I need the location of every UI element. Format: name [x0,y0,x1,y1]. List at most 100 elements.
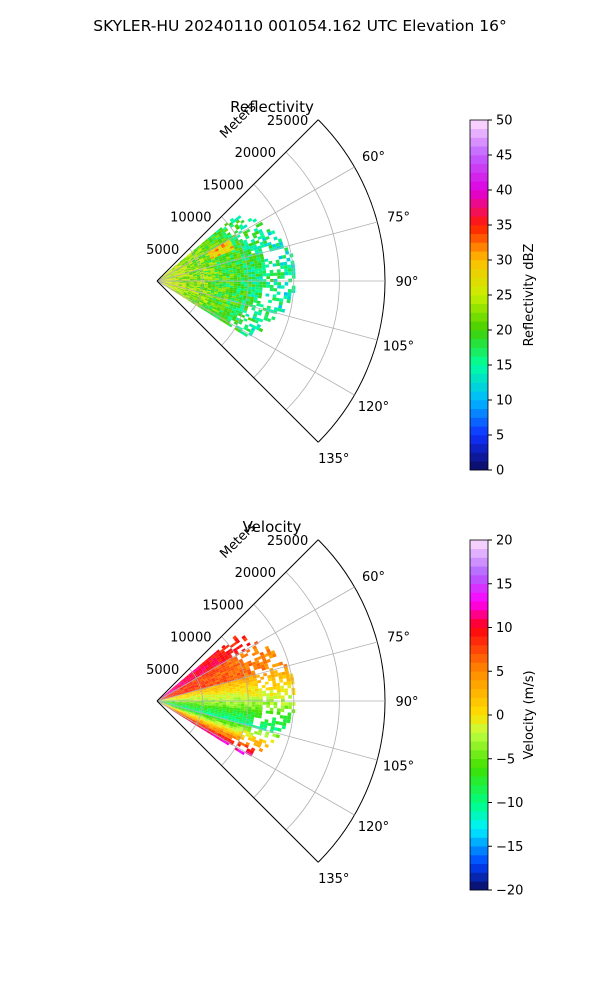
radar-cell [193,668,197,672]
radar-cell [246,716,251,720]
radar-cell [196,708,200,711]
radar-cell [211,257,216,261]
radar-cell [208,680,213,684]
radar-cell [247,317,252,321]
radar-cell [195,687,200,690]
radar-cell [227,738,232,742]
radar-cell [239,728,244,733]
radar-cell [200,679,204,683]
radar-cell [160,700,165,701]
radar-cell [220,656,225,660]
radar-cell [175,686,179,690]
radar-cell [215,283,219,285]
radar-cell [183,687,188,690]
radar-cell [211,707,215,710]
radar-cell [212,231,217,236]
radar-cell [204,718,209,722]
radar-cell [217,267,222,271]
radar-cell [226,703,230,706]
radar-cell [250,716,255,720]
radar-cell [197,253,201,257]
radar-cell [275,297,280,302]
radar-cell [205,683,210,686]
radar-cell [211,698,216,700]
radar-cell [198,255,203,259]
radar-cell [244,653,249,658]
radar-cell [196,693,201,696]
radar-cell [232,661,237,666]
radar-cell [206,710,211,713]
angle-tick-label: 90° [395,695,418,710]
radar-cell [170,274,175,276]
radar-cell [221,293,225,296]
radar-cell [166,274,171,277]
radar-cell [193,701,198,703]
radar-cell [232,689,237,692]
radar-cell [243,713,248,717]
radar-cell [191,712,196,715]
radar-cell [204,281,209,283]
radar-cell [163,284,167,287]
radar-cell [184,689,188,692]
radar-cell [215,696,219,699]
radar-cell [215,299,220,302]
radar-cell [164,281,168,283]
radar-cell [212,682,217,685]
radar-cell [160,702,164,704]
radar-cell [168,690,172,693]
radar-cell [262,693,267,697]
radar-cell [243,293,248,297]
colorbar-tick-label: 50 [496,114,513,129]
radar-cell [188,691,193,694]
radar-cell [191,292,196,295]
radar-cell [222,652,227,657]
radar-cell [222,232,227,237]
radar-cell [221,245,226,249]
radar-cell [234,637,239,642]
radar-cell [160,279,165,281]
radar-cell [265,687,270,691]
radar-cell [202,302,207,305]
radar-cell [278,241,284,246]
radar-cell [167,699,172,701]
azimuth-gridline [156,700,355,816]
radar-cell [214,710,219,713]
radar-cell [178,275,182,277]
radar-cell [222,708,226,711]
radar-cell [167,695,171,698]
radar-cell [272,717,277,721]
radar-cell [201,261,205,265]
radar-cell [187,258,191,262]
radar-cell [216,261,221,264]
radar-cell [225,665,230,669]
radar-cell [244,725,249,729]
radar-cell [178,699,183,700]
radar-cell [188,673,192,677]
radar-cell [194,684,198,687]
radar-cell [255,271,259,275]
radar-cell [271,723,276,728]
radar-cell [215,278,219,280]
radar-cell [260,256,265,260]
radar-cell [201,241,206,245]
radar-cell [184,297,189,301]
radar-cell [229,277,234,280]
colorbar-segment [470,347,488,357]
radar-cell [167,276,171,278]
radar-cell [288,695,292,699]
radar-cell [258,690,263,694]
radar-cell [208,698,212,701]
radar-cell [249,299,254,303]
radar-cell [163,284,167,286]
radial-tick-label: 25000 [267,534,308,549]
radar-cell [251,274,256,277]
radar-cell [202,255,206,259]
radar-cell [197,725,201,729]
radar-cell [211,275,216,278]
radar-cell [248,323,254,328]
radar-cell [191,711,196,714]
radar-cell [218,652,223,657]
radar-cell [210,302,215,306]
radar-cell [218,288,223,291]
radar-cell [169,707,174,710]
